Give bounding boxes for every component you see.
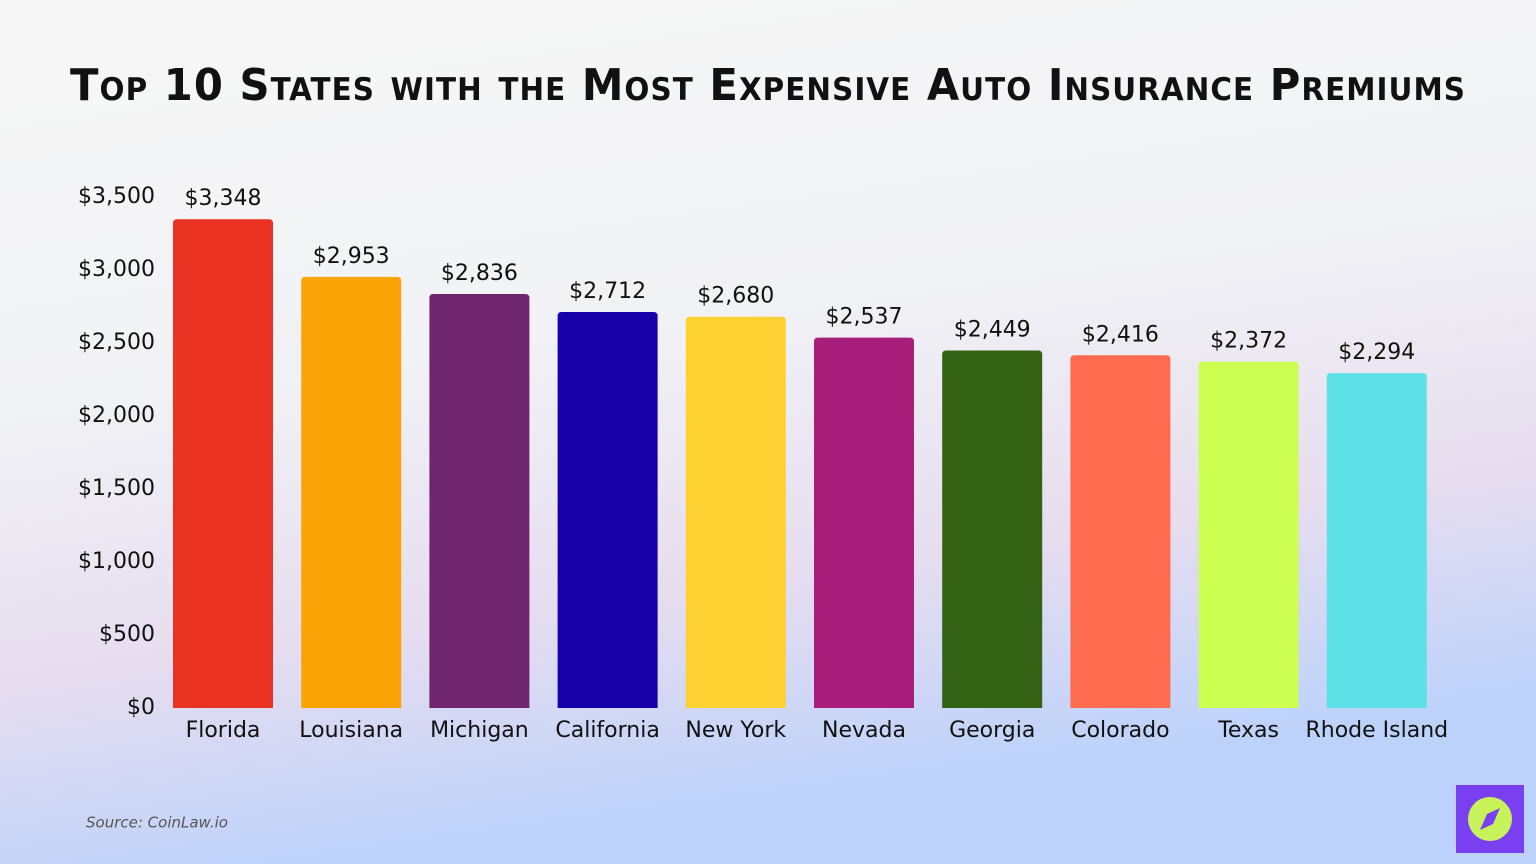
x-tick-label: Michigan xyxy=(430,718,529,743)
x-tick-label: California xyxy=(555,718,659,743)
bar xyxy=(301,276,402,708)
bar xyxy=(685,316,786,708)
value-label: $2,537 xyxy=(826,305,903,330)
bar xyxy=(557,312,658,708)
y-tick-label: $3,000 xyxy=(78,257,155,282)
logo xyxy=(1456,785,1524,853)
value-label: $2,953 xyxy=(313,244,390,269)
value-label: $2,836 xyxy=(441,261,518,286)
x-tick-label: Florida xyxy=(186,718,261,743)
value-label: $3,348 xyxy=(185,186,262,211)
value-label: $2,680 xyxy=(697,284,774,309)
y-tick-label: $1,000 xyxy=(78,549,155,574)
chart-title: Top 10 States with the Most Expensive Au… xyxy=(70,60,1466,111)
x-tick-label: Rhode Island xyxy=(1305,718,1448,743)
bar xyxy=(429,293,530,708)
y-tick-label: $3,500 xyxy=(78,184,155,209)
value-label: $2,449 xyxy=(954,317,1031,342)
x-tick-label: New York xyxy=(685,718,786,743)
value-label: $2,416 xyxy=(1082,322,1159,347)
value-label: $2,294 xyxy=(1338,340,1415,365)
y-tick-label: $500 xyxy=(99,622,155,647)
x-tick-label: Nevada xyxy=(822,718,906,743)
y-tick-label: $0 xyxy=(127,695,155,720)
bar xyxy=(814,337,914,708)
bar xyxy=(1070,355,1171,708)
x-tick-label: Georgia xyxy=(949,718,1035,743)
bar xyxy=(942,350,1043,708)
bar xyxy=(1198,361,1299,708)
source: Source: CoinLaw.io xyxy=(86,814,228,832)
x-tick-label: Louisiana xyxy=(299,718,403,743)
bar xyxy=(1326,373,1427,708)
bar xyxy=(173,219,273,708)
y-tick-label: $2,500 xyxy=(78,330,155,355)
y-tick-label: $2,000 xyxy=(78,403,155,428)
y-tick-label: $1,500 xyxy=(78,476,155,501)
x-tick-label: Texas xyxy=(1217,718,1279,743)
value-label: $2,712 xyxy=(569,279,646,304)
value-label: $2,372 xyxy=(1210,329,1287,354)
x-tick-label: Colorado xyxy=(1071,718,1169,743)
